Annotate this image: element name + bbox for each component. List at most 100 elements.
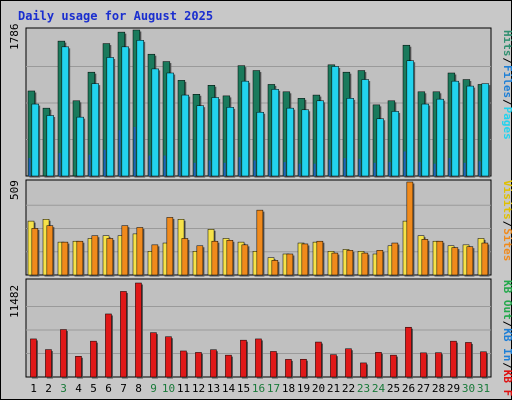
panel-top-max-label: 1786	[8, 24, 21, 51]
bar-files	[241, 80, 249, 177]
bar-kbf	[300, 358, 307, 378]
bar-files	[376, 118, 384, 177]
bar-pages	[373, 162, 376, 176]
bar-files	[361, 79, 369, 177]
x-tick-label: 31	[477, 382, 490, 395]
x-tick-label: 10	[162, 382, 175, 395]
bar-sites	[271, 260, 279, 276]
bar-pages	[103, 149, 106, 176]
bar-files	[346, 98, 354, 177]
x-tick-label: 15	[237, 382, 250, 395]
x-tick-label: 26	[402, 382, 415, 395]
bar-files	[211, 97, 219, 177]
x-tick-label: 30	[462, 382, 475, 395]
bar-kbf	[90, 340, 97, 378]
bar-files	[196, 105, 204, 177]
x-tick-label: 25	[387, 382, 400, 395]
x-tick-label: 9	[150, 382, 157, 395]
bar-pages	[298, 163, 301, 176]
bar-pages	[448, 158, 451, 176]
bar-sites	[106, 238, 114, 276]
bar-pages	[148, 155, 151, 176]
bar-sites	[121, 225, 129, 276]
bar-kbf	[450, 340, 457, 378]
bar-files	[301, 109, 309, 177]
x-tick-label: 23	[357, 382, 370, 395]
bar-sites	[196, 245, 204, 276]
bar-sites	[451, 247, 459, 276]
bar-sites	[241, 244, 249, 276]
bar-pages	[208, 160, 211, 176]
bar-sites	[211, 240, 219, 276]
bar-files	[91, 83, 99, 177]
bar-sites	[331, 252, 339, 276]
legend-separator: /	[501, 221, 512, 228]
bar-files	[166, 72, 174, 177]
bar-kbf	[225, 354, 232, 378]
x-tick-label: 19	[297, 382, 310, 395]
bar-files	[331, 66, 339, 177]
bar-pages	[178, 160, 181, 176]
bar-files	[406, 60, 414, 177]
bar-sites	[346, 250, 354, 276]
bar-sites	[481, 242, 489, 276]
bar-pages	[433, 163, 436, 176]
legend-label-pages: Pages	[501, 107, 512, 140]
legend-label-kb-out: KB Out	[501, 280, 512, 320]
bar-kbf	[405, 326, 412, 378]
bar-pages	[28, 158, 31, 176]
bar-kbf	[135, 282, 142, 378]
legend-bottom: KB Out/KB In/KB F	[501, 280, 512, 396]
bar-pages	[253, 160, 256, 176]
bar-sites	[361, 252, 369, 276]
bar-sites	[256, 209, 264, 276]
x-tick-label: 11	[177, 382, 190, 395]
legend-separator: /	[501, 57, 512, 64]
bar-sites	[91, 235, 99, 276]
bar-pages	[343, 158, 346, 176]
bar-sites	[301, 243, 309, 276]
x-tick-label: 17	[267, 382, 280, 395]
bar-kbf	[360, 362, 367, 378]
bar-files	[106, 57, 114, 177]
bar-kbf	[255, 338, 262, 378]
legend-separator: /	[501, 321, 512, 328]
bar-sites	[31, 228, 39, 276]
x-tick-label: 6	[105, 382, 112, 395]
bar-files	[316, 100, 324, 177]
bar-pages	[418, 162, 421, 176]
panel-middle: 509	[8, 179, 492, 277]
bar-pages	[163, 155, 166, 176]
x-tick-label: 18	[282, 382, 295, 395]
bar-sites	[76, 240, 84, 276]
bar-sites	[46, 225, 54, 276]
bar-kbf	[60, 329, 67, 378]
bar-sites	[436, 240, 444, 276]
bar-pages	[283, 162, 286, 176]
bar-pages	[403, 151, 406, 176]
bar-pages	[58, 153, 61, 176]
bar-sites	[61, 241, 69, 276]
bar-kbf	[150, 332, 157, 378]
bar-files	[136, 40, 144, 177]
bar-files	[466, 85, 474, 177]
bar-kbf	[180, 350, 187, 378]
panel-bottom-max-label: 11482	[8, 285, 21, 318]
legend-separator: /	[501, 362, 512, 369]
panel-bottom: 11482	[8, 278, 492, 379]
bar-kbf	[270, 351, 277, 378]
legend-separator: /	[501, 99, 512, 106]
bar-files	[226, 107, 234, 177]
bar-kbf	[195, 352, 202, 378]
bar-pages	[388, 162, 391, 176]
bar-files	[391, 111, 399, 177]
x-tick-label: 21	[327, 382, 340, 395]
bar-sites	[181, 238, 189, 276]
bar-pages	[118, 130, 121, 176]
legend-label-sites: Sites	[501, 228, 512, 261]
bar-kbf	[30, 338, 37, 378]
bar-kbf	[285, 359, 292, 378]
bar-kbf	[165, 336, 172, 378]
x-tick-label: 7	[120, 382, 127, 395]
